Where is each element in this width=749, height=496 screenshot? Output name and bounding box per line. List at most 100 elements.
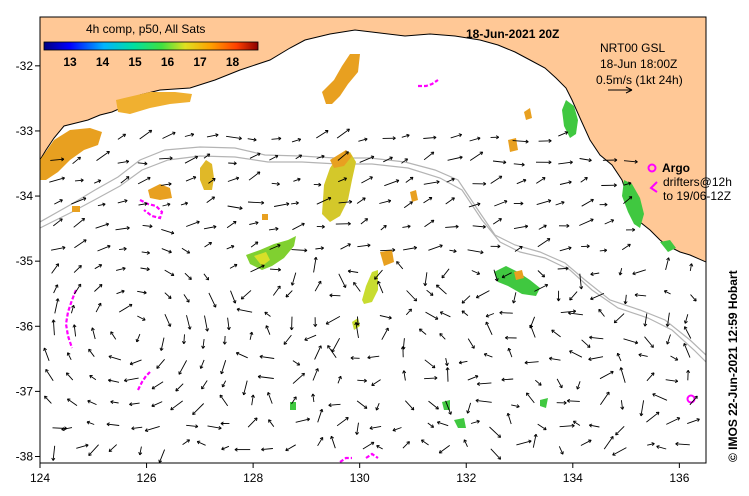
current-arrowhead bbox=[215, 133, 219, 138]
current-arrow bbox=[379, 315, 392, 319]
current-arrow bbox=[579, 218, 594, 226]
current-arrow bbox=[160, 183, 172, 186]
current-arrow bbox=[512, 140, 529, 143]
current-arrow bbox=[139, 446, 142, 455]
current-arrowhead bbox=[60, 157, 65, 162]
current-arrowhead bbox=[556, 298, 561, 302]
current-arrow bbox=[640, 400, 645, 416]
current-arrowhead bbox=[369, 176, 373, 180]
current-arrow bbox=[54, 199, 63, 205]
current-arrowhead bbox=[205, 276, 210, 281]
current-arrow bbox=[184, 133, 194, 137]
current-arrow bbox=[117, 133, 126, 140]
current-arrow bbox=[331, 337, 340, 353]
colorbar-tick-label: 17 bbox=[193, 55, 207, 69]
current-arrowhead bbox=[239, 206, 243, 211]
current-arrowhead bbox=[257, 152, 261, 157]
current-arrow bbox=[162, 131, 176, 139]
current-arrowhead bbox=[297, 137, 302, 142]
current-arrowhead bbox=[572, 420, 577, 425]
current-arrow bbox=[666, 312, 670, 327]
current-arrowhead bbox=[385, 327, 389, 332]
current-arrow bbox=[477, 382, 492, 385]
current-arrow bbox=[117, 199, 128, 204]
current-arrow bbox=[362, 441, 375, 450]
current-arrowhead bbox=[230, 244, 235, 249]
current-arrow bbox=[405, 176, 414, 183]
product-label: NRT00 GSL bbox=[600, 41, 665, 55]
current-arrowhead bbox=[441, 274, 445, 279]
current-arrow bbox=[617, 353, 622, 362]
current-arrow bbox=[558, 446, 564, 455]
current-arrowhead bbox=[588, 423, 593, 428]
current-arrow bbox=[156, 359, 165, 369]
current-arrowhead bbox=[363, 378, 367, 383]
current-arrowhead bbox=[598, 308, 602, 313]
y-tick-label: -37 bbox=[16, 384, 34, 398]
current-arrowhead bbox=[107, 244, 111, 249]
current-arrow bbox=[110, 401, 119, 404]
current-arrow bbox=[371, 379, 381, 386]
current-arrowhead bbox=[603, 248, 608, 253]
current-arrowhead bbox=[584, 177, 588, 181]
current-arrowhead bbox=[123, 378, 128, 383]
current-arrowhead bbox=[277, 285, 281, 290]
current-arrow bbox=[247, 417, 258, 428]
current-arrowhead bbox=[290, 282, 295, 286]
current-arrowhead bbox=[125, 176, 130, 180]
current-arrow bbox=[67, 352, 72, 361]
current-arrowhead bbox=[124, 199, 128, 203]
current-arrowhead bbox=[370, 441, 375, 446]
current-arrow bbox=[512, 292, 517, 304]
current-arrowhead bbox=[138, 451, 143, 456]
current-arrow bbox=[222, 380, 227, 388]
current-arrow bbox=[424, 377, 438, 380]
current-arrowhead bbox=[233, 161, 237, 166]
current-arrowhead bbox=[499, 310, 503, 315]
current-arrowhead bbox=[526, 392, 530, 396]
current-arrowhead bbox=[218, 425, 222, 430]
current-arrowhead bbox=[476, 381, 481, 386]
current-arrowhead bbox=[213, 224, 217, 229]
current-arrowhead bbox=[524, 224, 529, 229]
current-arrow bbox=[53, 284, 59, 294]
current-arrow bbox=[665, 379, 678, 382]
current-arrowhead bbox=[278, 136, 282, 141]
current-arrow bbox=[220, 360, 227, 375]
current-arrow bbox=[338, 273, 347, 288]
current-arrow bbox=[469, 151, 483, 161]
current-arrow bbox=[665, 257, 670, 271]
current-arrow bbox=[170, 400, 183, 411]
current-arrow bbox=[285, 290, 293, 298]
current-arrowhead bbox=[172, 131, 176, 136]
current-arrowhead bbox=[480, 250, 484, 255]
current-arrow bbox=[206, 134, 219, 138]
current-arrowhead bbox=[296, 362, 301, 366]
current-arrow bbox=[161, 248, 172, 253]
current-arrow bbox=[258, 376, 274, 379]
current-arrow bbox=[236, 308, 253, 313]
current-arrow bbox=[687, 418, 700, 425]
current-arrowhead bbox=[689, 263, 694, 267]
current-arrowhead bbox=[192, 411, 196, 416]
current-arrow bbox=[336, 128, 350, 139]
current-arrowhead bbox=[196, 440, 201, 445]
current-arrow bbox=[690, 294, 697, 302]
current-arrow bbox=[508, 348, 513, 358]
current-arrow bbox=[359, 156, 375, 163]
current-arrow bbox=[120, 176, 130, 184]
current-arrow bbox=[137, 177, 151, 185]
current-arrowhead bbox=[122, 266, 126, 271]
current-arrowhead bbox=[82, 197, 87, 201]
current-arrowhead bbox=[363, 405, 368, 409]
current-arrow bbox=[656, 445, 667, 450]
current-arrow bbox=[61, 427, 73, 431]
current-arrowhead bbox=[88, 452, 92, 457]
current-arrowhead bbox=[275, 226, 279, 231]
current-arrow bbox=[52, 427, 67, 429]
current-arrowhead bbox=[548, 160, 552, 165]
current-arrow bbox=[97, 203, 106, 207]
current-arrow bbox=[380, 249, 396, 252]
current-arrowhead bbox=[615, 431, 619, 436]
current-arrowhead bbox=[285, 293, 289, 298]
